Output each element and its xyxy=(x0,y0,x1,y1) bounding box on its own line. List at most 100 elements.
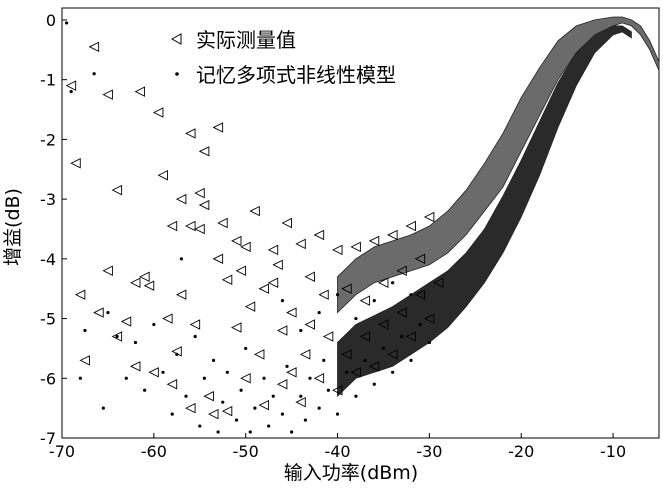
model-point xyxy=(285,364,289,368)
measured-point xyxy=(350,367,361,378)
measured-point xyxy=(423,211,435,223)
model-point xyxy=(345,370,349,374)
measured-point xyxy=(359,295,371,306)
y-tick-label: -7 xyxy=(40,429,56,448)
model-point xyxy=(372,299,376,303)
measured-point xyxy=(244,301,256,312)
model-point xyxy=(363,358,367,362)
measured-point xyxy=(368,361,380,372)
x-axis-label: 输入功率(dBm) xyxy=(284,462,418,484)
model-point xyxy=(124,376,128,380)
model-point xyxy=(198,424,202,428)
y-tick-label: -5 xyxy=(40,310,56,329)
measured-point xyxy=(111,331,123,342)
model-point xyxy=(427,340,431,345)
measured-point xyxy=(231,322,242,333)
model-point xyxy=(170,412,174,416)
model-point xyxy=(239,388,243,392)
measured-point xyxy=(175,289,187,300)
plot-area xyxy=(61,7,660,439)
model-point xyxy=(322,358,326,362)
measured-point xyxy=(433,277,444,288)
model-point xyxy=(280,299,285,303)
model-point xyxy=(280,412,285,416)
model-point xyxy=(244,346,248,351)
model-point xyxy=(290,430,294,434)
model-point xyxy=(381,346,386,351)
x-tick-label: -20 xyxy=(508,442,534,461)
model-point xyxy=(317,406,321,410)
measured-point xyxy=(189,319,201,330)
measured-point xyxy=(377,277,389,288)
measured-point xyxy=(258,399,270,411)
measured-point xyxy=(387,229,398,241)
model-point xyxy=(354,394,358,398)
x-tick-label: -40 xyxy=(324,442,350,461)
model-point xyxy=(193,334,197,339)
measured-point xyxy=(166,220,178,232)
model-point xyxy=(354,316,358,321)
x-tick-label: -30 xyxy=(416,442,442,461)
measured-point xyxy=(272,259,283,271)
model-point xyxy=(391,370,395,374)
y-tick-label: -2 xyxy=(40,130,56,149)
measured-point xyxy=(157,169,168,181)
measured-point xyxy=(221,405,233,417)
model-point xyxy=(303,418,307,422)
model-point xyxy=(409,293,413,297)
model-point xyxy=(335,293,340,297)
measured-point xyxy=(299,349,311,360)
measured-point xyxy=(203,390,214,402)
measured-point xyxy=(332,384,343,396)
measured-point xyxy=(148,367,159,378)
measured-point xyxy=(208,408,219,420)
x-tick-label: -10 xyxy=(600,442,626,461)
legend-item-model: 记忆多项式非线性模型 xyxy=(175,63,396,87)
measured-point xyxy=(249,205,260,217)
x-tick-label: -60 xyxy=(141,442,167,461)
measured-point xyxy=(295,238,306,250)
measured-point xyxy=(111,184,123,196)
model-point xyxy=(248,430,252,434)
model-point xyxy=(308,376,312,380)
measured-point xyxy=(134,86,146,97)
measured-point xyxy=(70,158,81,169)
measured-point xyxy=(313,229,325,241)
measured-point xyxy=(276,325,288,336)
measured-point xyxy=(405,331,416,342)
measured-point xyxy=(240,241,251,253)
model-point xyxy=(271,394,275,398)
measured-point xyxy=(185,128,196,139)
measured-point xyxy=(221,274,233,285)
y-tick-label: -4 xyxy=(40,250,56,269)
measured-point xyxy=(368,235,380,247)
model-point xyxy=(299,394,303,398)
model-point xyxy=(409,358,413,362)
measured-point xyxy=(318,289,329,300)
measured-point xyxy=(120,316,132,327)
model-point xyxy=(101,406,105,410)
measured-point xyxy=(217,217,228,229)
measured-point xyxy=(162,313,173,324)
model-point xyxy=(216,430,220,434)
measured-point xyxy=(231,235,242,247)
measured-point xyxy=(175,193,187,205)
measured-point xyxy=(377,319,389,330)
model-point xyxy=(221,400,225,404)
model-point xyxy=(179,257,183,261)
measured-point xyxy=(304,319,315,330)
measured-point xyxy=(102,89,113,100)
model-point xyxy=(202,376,206,380)
measured-point xyxy=(341,283,352,294)
axes-box xyxy=(61,7,660,439)
x-axis-ticks: -70 -60 -50 -40 -30 -20 -10 xyxy=(49,433,626,461)
series-model xyxy=(64,21,431,434)
measured-point xyxy=(102,265,113,277)
measured-point xyxy=(79,355,90,366)
measured-point xyxy=(304,271,315,282)
measured-point xyxy=(65,80,77,91)
legend-label-model: 记忆多项式非线性模型 xyxy=(196,63,396,87)
measured-point xyxy=(414,253,426,265)
legend-item-measured: 实际测量值 xyxy=(170,28,296,52)
